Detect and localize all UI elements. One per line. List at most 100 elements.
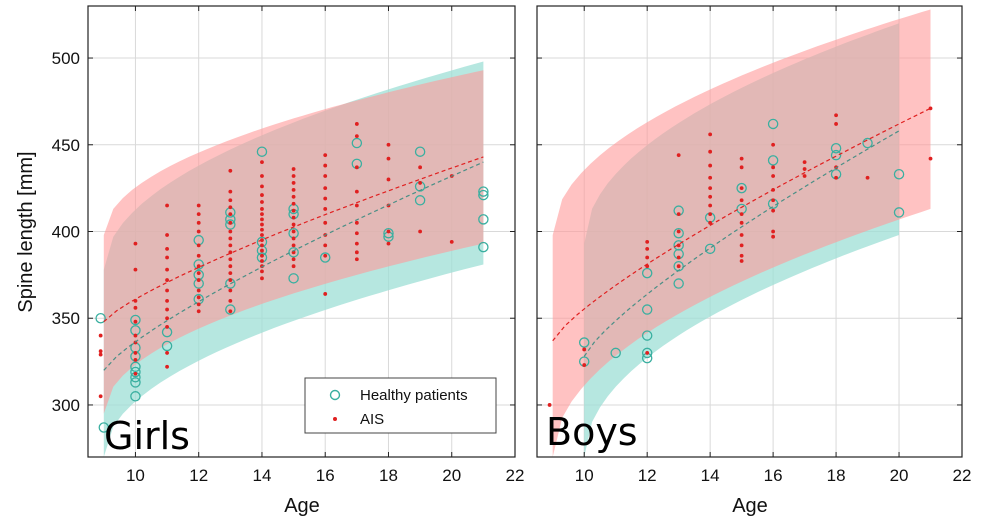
x-tick-label-girls: 12 (189, 466, 208, 485)
x-tick-label-girls: 18 (379, 466, 398, 485)
ais-point-girls (260, 160, 264, 165)
healthy-point-boys (673, 278, 684, 289)
ais-point-boys (834, 122, 838, 126)
ais-point-girls (196, 212, 201, 217)
ais-point-girls (291, 174, 296, 178)
ais-point-girls (228, 229, 233, 234)
ais-point-boys (771, 142, 776, 147)
healthy-point-girls (478, 186, 489, 197)
ais-point-girls (165, 364, 169, 369)
ais-point-boys (645, 255, 650, 260)
ais-point-boys (771, 229, 776, 234)
ais-point-boys (739, 198, 744, 203)
ais-point-girls (196, 288, 201, 293)
ais-point-girls (228, 264, 233, 269)
healthy-point-boys (767, 155, 779, 166)
ais-point-girls (386, 241, 391, 246)
healthy-point-boys (610, 347, 621, 359)
ais-point-girls (98, 394, 103, 399)
ais-point-boys (928, 156, 933, 161)
ais-point-girls (133, 357, 138, 362)
ais-point-boys (582, 347, 587, 352)
healthy-point-boys (641, 347, 653, 359)
ais-point-boys (676, 264, 681, 269)
healthy-point-boys (704, 243, 716, 255)
healthy-point-girls (130, 391, 141, 402)
ais-point-girls (228, 278, 233, 282)
ais-point-girls (260, 193, 264, 197)
ais-point-girls (386, 229, 391, 234)
ais-point-girls (133, 351, 138, 355)
ais-point-boys (802, 167, 807, 171)
ais-point-girls (228, 243, 233, 248)
ais-point-girls (98, 333, 103, 338)
ais-point-girls (165, 351, 169, 355)
ais-point-girls (354, 241, 359, 246)
ais-point-girls (196, 243, 201, 248)
ais-point-girls (260, 227, 264, 232)
ais-point-girls (323, 153, 328, 158)
healthy-point-boys (830, 149, 842, 161)
ais-point-girls (260, 269, 264, 274)
ais-point-girls (354, 203, 359, 208)
healthy-point-boys (893, 169, 905, 180)
x-tick-label-boys: 16 (764, 466, 783, 485)
healthy-trend-girls (103, 161, 484, 371)
ais-point-girls (354, 257, 359, 262)
ais-point-girls (291, 187, 296, 192)
y-tick-label: 300 (52, 396, 80, 415)
ais-point-girls (196, 278, 201, 282)
ais-point-girls (196, 264, 201, 269)
ais-point-girls (196, 253, 201, 258)
x-tick-label-girls: 22 (506, 466, 525, 485)
healthy-point-girls (414, 146, 426, 157)
ais-point-boys (708, 212, 713, 217)
healthy-trend-boys (583, 130, 900, 357)
ais-point-girls (354, 220, 359, 225)
ais-point-girls (260, 276, 264, 281)
healthy-point-girls (225, 219, 236, 230)
ais-point-boys (771, 208, 776, 213)
healthy-point-boys (673, 227, 684, 239)
ais-point-girls (133, 267, 138, 272)
ais-point-girls (291, 229, 296, 234)
ais-point-girls (260, 264, 264, 269)
ais-point-girls (386, 142, 391, 147)
ais-point-boys (708, 175, 713, 180)
healthy-point-girls (351, 137, 363, 149)
legend-marker-ais (333, 417, 337, 421)
x-tick-label-girls: 16 (316, 466, 335, 485)
ais-point-boys (739, 243, 744, 248)
ais-point-boys (771, 234, 776, 239)
ais-point-girls (98, 349, 103, 354)
ais-point-boys (676, 212, 681, 217)
ais-point-girls (165, 307, 169, 312)
ais-point-girls (196, 302, 201, 307)
ais-point-girls (228, 189, 233, 194)
ais-point-girls (291, 201, 296, 206)
ais-point-girls (228, 257, 233, 262)
ais-point-boys (834, 175, 838, 180)
ais-point-boys (739, 259, 744, 263)
ais-point-boys (739, 212, 744, 217)
healthy-point-girls (478, 189, 489, 201)
ais-point-girls (228, 220, 233, 225)
ais-point-boys (708, 203, 713, 208)
ais-point-girls (228, 205, 233, 210)
ais-point-girls (418, 181, 423, 185)
ais-point-girls (228, 198, 233, 203)
ais-point-girls (196, 295, 201, 300)
ais-point-boys (834, 113, 838, 118)
healthy-point-boys (578, 337, 590, 348)
ais-point-girls (291, 243, 296, 248)
ais-point-boys (708, 149, 713, 154)
ais-point-boys (771, 174, 776, 178)
ais-point-girls (165, 298, 169, 303)
ais-point-girls (291, 215, 296, 220)
ais-point-boys (708, 194, 713, 199)
ais-point-girls (228, 298, 233, 303)
x-axis-label-boys: Age (732, 495, 768, 517)
healthy-point-boys (767, 118, 779, 130)
ais-point-boys (708, 163, 713, 168)
legend-label-healthy: Healthy patients (360, 387, 468, 404)
